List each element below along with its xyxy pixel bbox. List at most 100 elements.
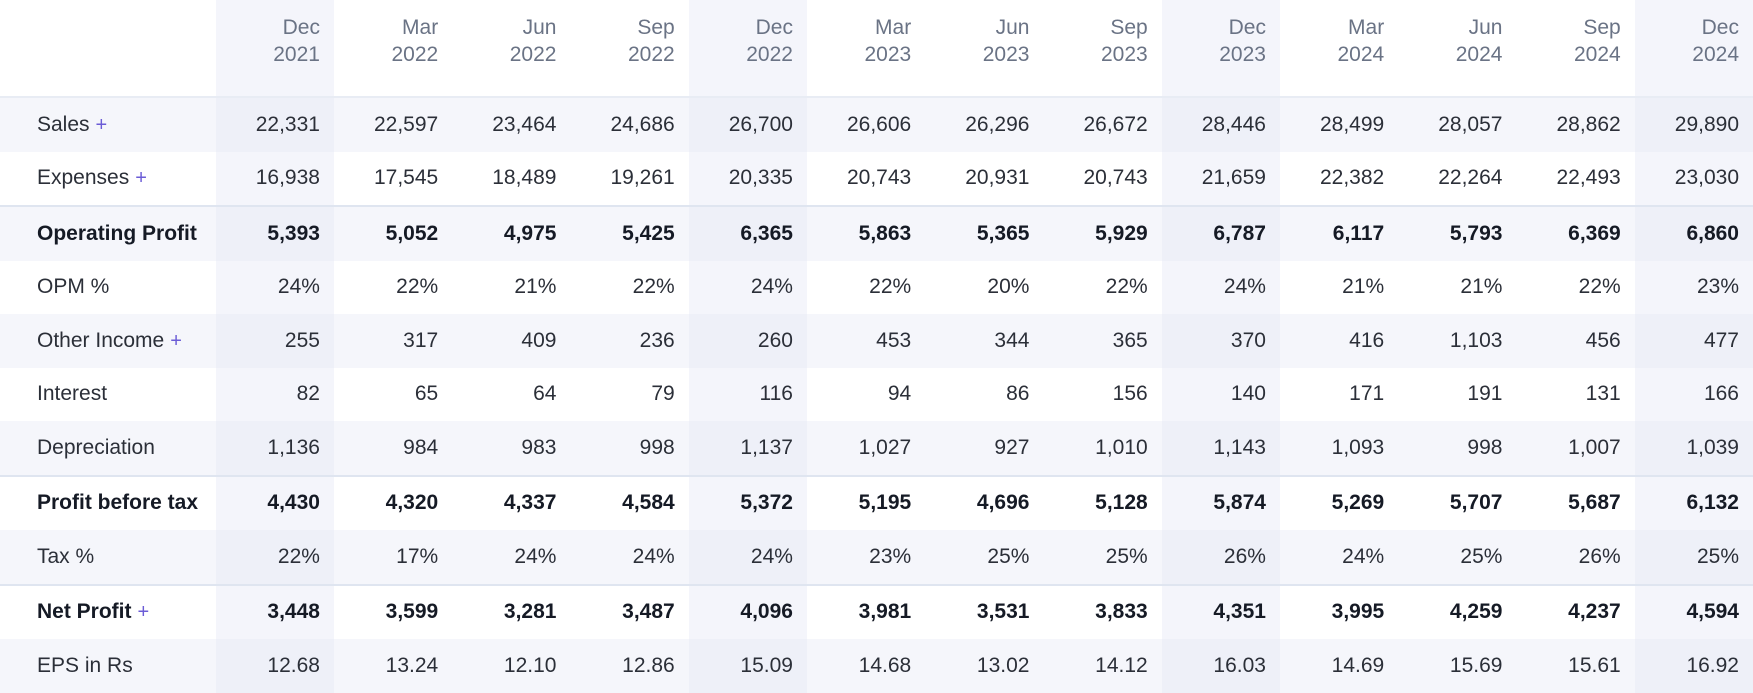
table-cell: 65 <box>414 382 439 406</box>
table-cell: 365 <box>1043 314 1162 368</box>
table-cell: 25% <box>1634 530 1753 585</box>
row-label-text: Tax % <box>37 544 95 568</box>
column-year: 2022 <box>746 43 793 66</box>
table-cell: 5,707 <box>1398 474 1517 530</box>
table-cell: 5,052 <box>333 205 453 261</box>
column-month: Dec <box>1701 16 1739 39</box>
row-label: OPM % <box>0 261 216 315</box>
table-cell: 6,787 <box>1161 205 1280 261</box>
table-cell: 24% <box>688 260 807 314</box>
table-cell: 5,269 <box>1279 474 1399 530</box>
table-cell: 156 <box>1112 382 1148 406</box>
table-cell: 22% <box>396 275 439 299</box>
table-cell: 94 <box>887 382 912 406</box>
table-cell: 21% <box>514 275 557 299</box>
column-header: Sep 2023 <box>1043 0 1162 98</box>
table-cell: 16.03 <box>1161 639 1280 693</box>
column-month: Mar <box>875 16 912 39</box>
table-cell: 6,365 <box>688 205 807 261</box>
table-cell: 21% <box>1342 275 1385 299</box>
table-cell: 28,862 <box>1516 97 1635 152</box>
column-year: 2023 <box>1100 43 1148 66</box>
table-row: Interest 82 65 64 79 116 94 86 156 140 171 191 131 16… <box>0 367 1753 422</box>
row-label-text: Depreciation <box>37 435 155 459</box>
table-row: Expenses +16,938 17,545 18,489 19,261 20,335 2… <box>0 151 1753 207</box>
table-cell: 22,264 <box>1438 166 1503 190</box>
table-cell: 140 <box>1161 367 1280 421</box>
column-month: Sep <box>1110 16 1148 39</box>
table-cell: 1,039 <box>1634 421 1753 476</box>
table-cell: 131 <box>1585 382 1621 406</box>
table-cell: 24% <box>215 260 334 314</box>
column-header: Dec 2024 <box>1634 0 1753 98</box>
expand-plus-icon[interactable]: + <box>137 601 150 624</box>
table-cell: 453 <box>806 314 926 368</box>
table-cell: 22,382 <box>1319 166 1385 190</box>
table-cell: 24% <box>688 530 807 585</box>
row-label-text: Operating Profit <box>37 221 197 245</box>
table-cell: 4,337 <box>452 474 571 530</box>
row-label[interactable]: Net Profit + <box>0 583 216 639</box>
table-cell: 998 <box>1398 421 1517 476</box>
row-label[interactable]: Expenses + <box>0 152 216 207</box>
table-cell: 15.61 <box>1516 639 1635 693</box>
table-cell: 22% <box>869 275 912 299</box>
table-cell: 5,863 <box>806 205 926 261</box>
column-month: Mar <box>1348 16 1385 39</box>
table-cell: 1,010 <box>1043 421 1162 476</box>
row-label[interactable]: Other Income + <box>0 314 216 368</box>
expand-plus-icon[interactable]: + <box>170 329 182 352</box>
column-year: 2023 <box>982 43 1030 66</box>
row-label[interactable]: Sales + <box>0 97 216 152</box>
table-cell: 409 <box>452 314 571 368</box>
table-cell: 5,687 <box>1516 474 1635 530</box>
table-cell: 12.86 <box>570 639 689 693</box>
column-year: 2022 <box>391 43 439 66</box>
table-cell: 3,281 <box>452 583 571 639</box>
table-cell: 6,860 <box>1634 205 1753 261</box>
table-cell: 3,599 <box>333 583 453 639</box>
row-label: EPS in Rs <box>0 639 216 693</box>
table-row: Sales +22,331 22,597 23,464 24,686 26,700 26,6… <box>0 97 1753 152</box>
table-cell: 998 <box>570 421 689 476</box>
column-year: 2024 <box>1337 43 1385 66</box>
table-row: Tax % 22% 17% 24% 24% 24% 23% 25% 25% 26% 24% 25% 26… <box>0 530 1753 585</box>
table-cell: 166 <box>1634 367 1753 421</box>
table-cell: 20,335 <box>688 151 807 206</box>
table-cell: 4,237 <box>1516 583 1635 639</box>
table-cell: 29,890 <box>1634 97 1753 152</box>
table-row: Net Profit +3,448 3,599 3,281 3,487 4,096 3,98… <box>0 583 1753 639</box>
expand-plus-icon[interactable]: + <box>135 167 147 190</box>
table-cell: 260 <box>688 314 807 368</box>
row-label: Interest <box>0 368 216 422</box>
table-cell: 4,351 <box>1161 583 1280 639</box>
table-cell: 456 <box>1516 314 1635 368</box>
expand-plus-icon[interactable]: + <box>95 113 108 136</box>
table-cell: 171 <box>1349 382 1385 406</box>
column-year: 2022 <box>509 43 557 66</box>
table-cell: 28,446 <box>1161 97 1280 152</box>
row-label: Tax % <box>0 530 216 585</box>
table-cell: 1,137 <box>688 421 807 476</box>
table-cell: 16.92 <box>1634 639 1753 693</box>
column-month: Dec <box>1228 16 1266 39</box>
table-cell: 22,493 <box>1556 166 1621 190</box>
table-cell: 3,487 <box>570 583 689 639</box>
table-row: Depreciation 1,136 984 983 998 1,137 1,027 927 1… <box>0 421 1753 476</box>
column-month: Mar <box>402 16 439 39</box>
table-cell: 26,296 <box>925 97 1044 152</box>
table-cell: 5,365 <box>925 205 1044 261</box>
table-cell: 21,659 <box>1161 151 1280 206</box>
table-cell: 4,975 <box>452 205 571 261</box>
table-cell: 28,499 <box>1279 97 1399 152</box>
table-cell: 23% <box>1634 260 1753 314</box>
table-cell: 24% <box>452 530 571 585</box>
column-month: Jun <box>995 16 1030 39</box>
column-year: 2022 <box>627 43 675 66</box>
table-cell: 3,833 <box>1043 583 1162 639</box>
table-cell: 4,430 <box>215 474 334 530</box>
table-cell: 255 <box>215 314 334 368</box>
table-cell: 86 <box>1006 382 1030 406</box>
